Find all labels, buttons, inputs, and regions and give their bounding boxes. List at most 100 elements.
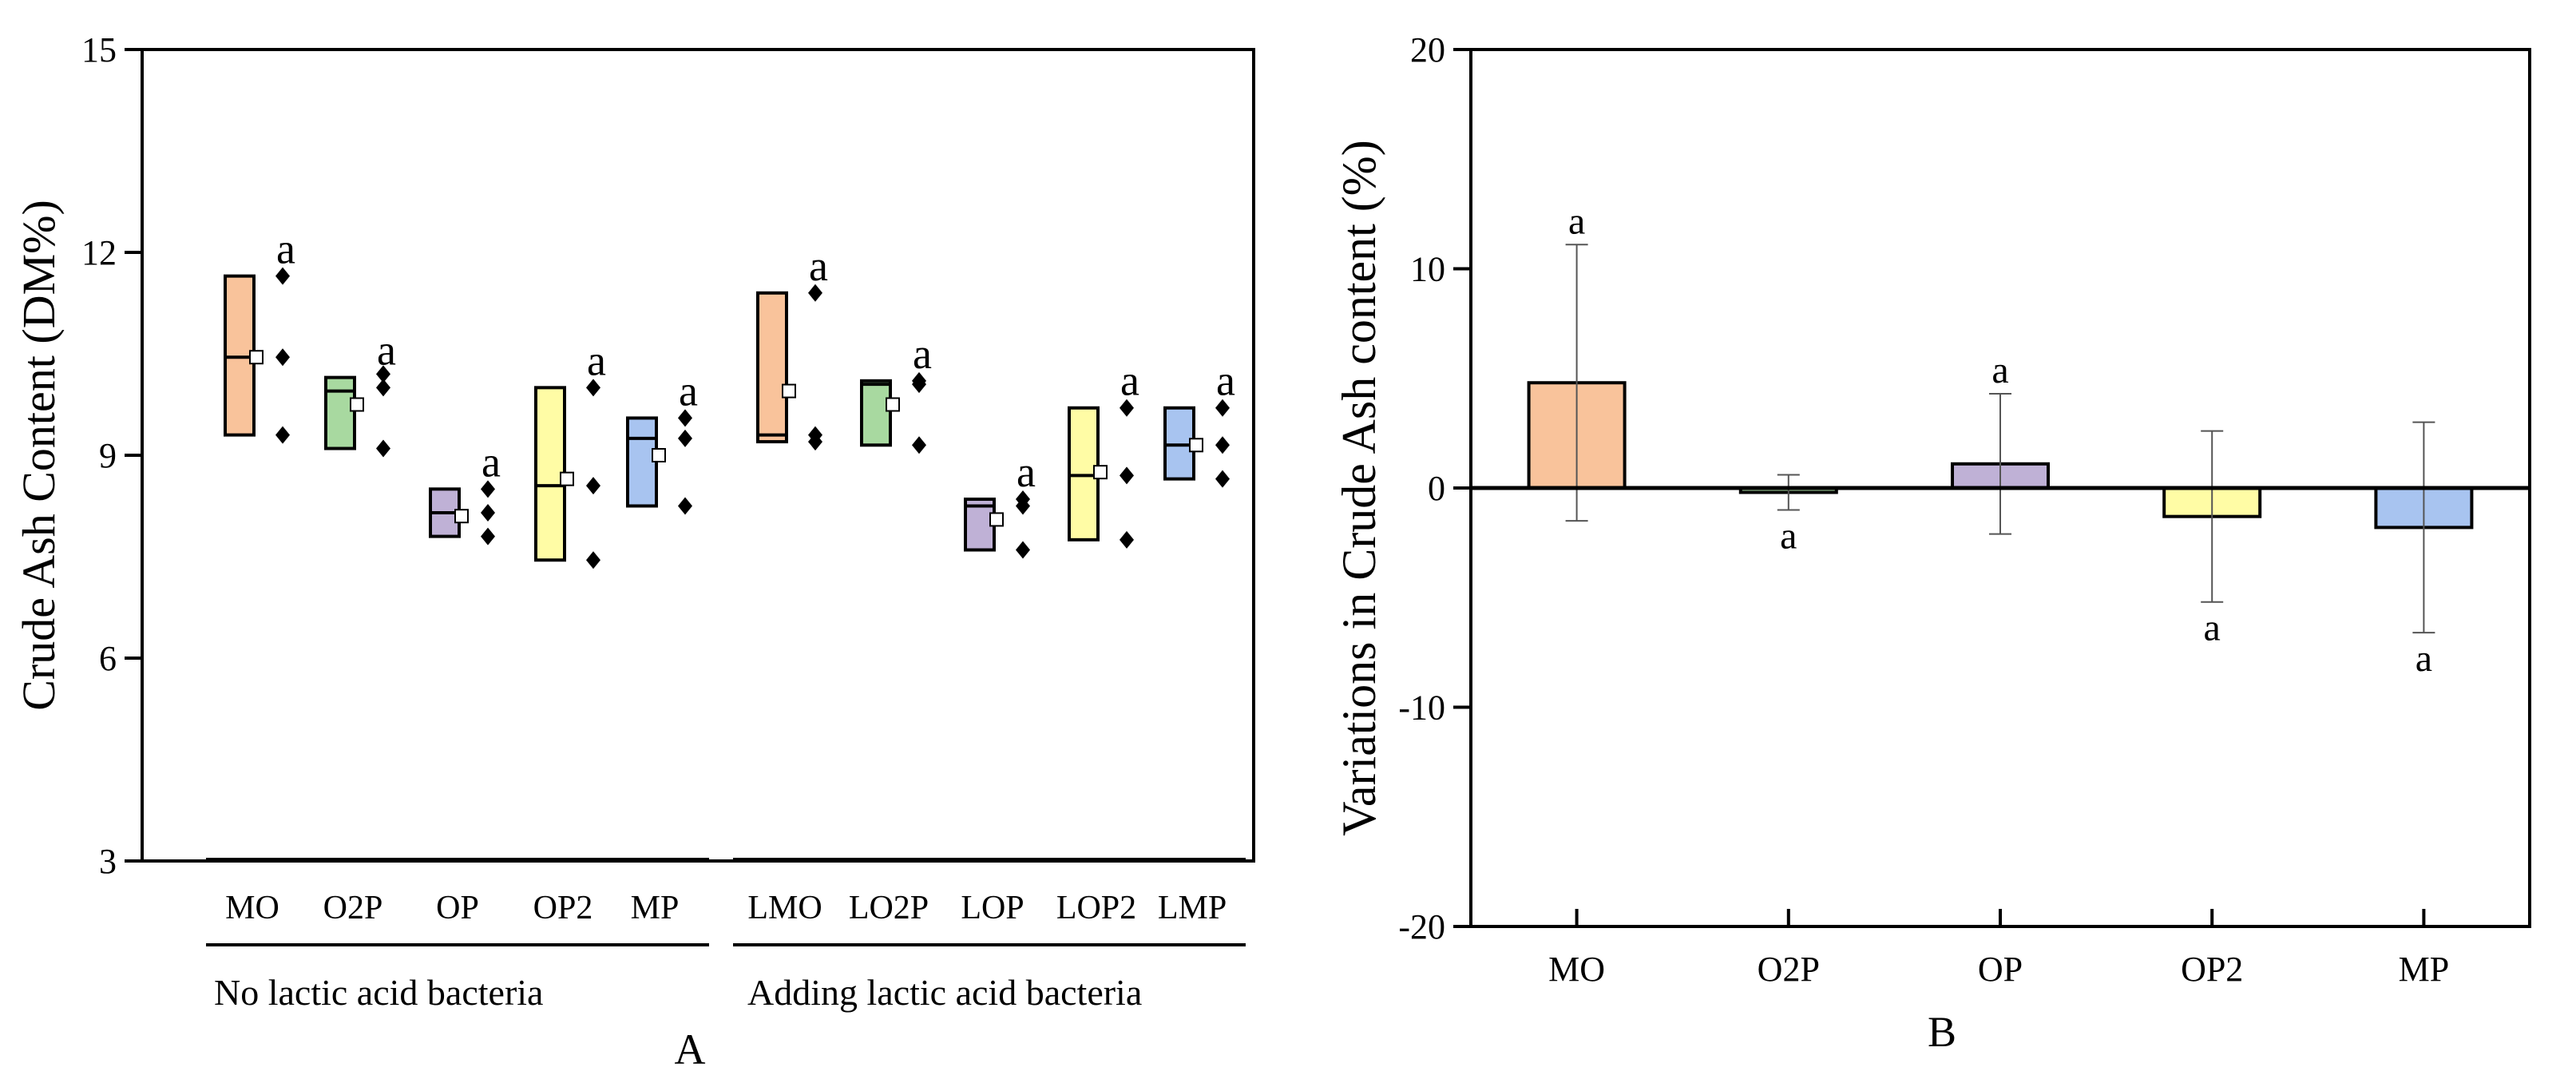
group-label: No lactic acid bacteria bbox=[214, 972, 543, 1013]
data-point bbox=[678, 497, 692, 515]
data-point bbox=[1120, 399, 1134, 417]
y-tick-label: 12 bbox=[81, 233, 117, 272]
data-point bbox=[1016, 541, 1030, 559]
bar-mp: a MP bbox=[2374, 421, 2474, 989]
y-tick-label: -20 bbox=[1398, 907, 1445, 946]
data-point bbox=[678, 429, 692, 447]
data-point bbox=[376, 365, 390, 383]
x-tick-label: MO bbox=[225, 890, 279, 926]
x-tick-label: OP2 bbox=[533, 890, 593, 926]
bar-op: a OP bbox=[1951, 349, 2050, 989]
y-tick-label: 0 bbox=[1428, 469, 1445, 508]
y-axis-title: Crude Ash Content (DM%) bbox=[13, 200, 65, 711]
mean-marker bbox=[989, 512, 1004, 527]
mean-marker bbox=[350, 397, 364, 412]
data-point bbox=[808, 284, 822, 302]
y-tick-label: 20 bbox=[1410, 30, 1445, 69]
panel-b-bar-chart: -20 -10 0 10 20 Variations in Crude Ash conte… bbox=[1333, 30, 2531, 1056]
data-point bbox=[275, 426, 290, 444]
data-point bbox=[376, 379, 390, 397]
significance-letter: a bbox=[1120, 357, 1139, 405]
box-body bbox=[860, 379, 892, 447]
data-point bbox=[275, 267, 290, 285]
x-tick-label: MP bbox=[2399, 950, 2450, 989]
x-tick-label: LMP bbox=[1158, 890, 1227, 926]
x-tick-label: O2P bbox=[323, 890, 383, 926]
data-point bbox=[481, 503, 495, 522]
x-tick-label: LMO bbox=[747, 890, 822, 926]
bar-op2: a OP2 bbox=[2162, 430, 2262, 989]
mean-marker bbox=[782, 383, 796, 399]
y-tick-label: 15 bbox=[81, 30, 117, 69]
data-point bbox=[586, 551, 600, 569]
bar-mo: a MO bbox=[1527, 200, 1627, 989]
panel-label: B bbox=[1928, 1008, 1956, 1056]
significance-letter: a bbox=[1568, 200, 1585, 242]
mean-marker bbox=[454, 509, 469, 524]
data-point bbox=[808, 433, 822, 451]
significance-letter: a bbox=[276, 225, 295, 273]
mean-marker bbox=[249, 350, 264, 365]
x-tick-label: O2P bbox=[1758, 950, 1820, 989]
box-mp: a MP bbox=[626, 367, 698, 926]
data-point bbox=[678, 409, 692, 427]
data-point bbox=[275, 348, 290, 367]
data-point bbox=[1215, 399, 1230, 417]
box-lop: a LOP bbox=[961, 448, 1036, 926]
significance-letter: a bbox=[2415, 637, 2432, 680]
data-point bbox=[481, 480, 495, 498]
x-tick-label: MO bbox=[1548, 950, 1605, 989]
box-lo2p: a LO2P bbox=[849, 330, 932, 926]
x-tick-label: MP bbox=[631, 890, 680, 926]
data-point bbox=[1016, 497, 1030, 515]
box-body bbox=[756, 291, 788, 444]
group-label: Adding lactic acid bacteria bbox=[747, 972, 1142, 1013]
significance-letter: a bbox=[482, 438, 501, 486]
significance-letter: a bbox=[1780, 514, 1797, 557]
significance-letter: a bbox=[587, 336, 606, 384]
y-tick-label: 3 bbox=[99, 842, 117, 881]
x-tick-label: OP bbox=[436, 890, 479, 926]
panel-a-box-chart: 3 6 9 12 15 Crude Ash Content (DM%) a MO a O2P a OP… bbox=[13, 30, 1255, 1073]
y-axis-title: Variations in Crude Ash content (%) bbox=[1333, 140, 1385, 836]
y-tick-label: 6 bbox=[99, 639, 117, 678]
data-point bbox=[586, 477, 600, 495]
y-tick-label: 10 bbox=[1410, 250, 1445, 289]
data-point bbox=[1120, 530, 1134, 549]
significance-letter: a bbox=[913, 330, 932, 378]
box-lmo: a LMO bbox=[747, 242, 828, 926]
x-tick-label: OP bbox=[1978, 950, 2023, 989]
data-point bbox=[481, 527, 495, 545]
box-lmp: a LMP bbox=[1158, 357, 1235, 926]
data-point bbox=[376, 439, 390, 458]
data-point bbox=[586, 379, 600, 397]
box-mo: a MO bbox=[224, 225, 295, 926]
x-tick-label: LO2P bbox=[849, 890, 929, 926]
mean-marker bbox=[886, 397, 900, 412]
data-point bbox=[912, 436, 926, 454]
panel-label: A bbox=[675, 1026, 706, 1073]
x-tick-label: OP2 bbox=[2181, 950, 2243, 989]
box-op2: a OP2 bbox=[533, 336, 606, 926]
significance-letter: a bbox=[1216, 357, 1235, 405]
data-point bbox=[1120, 466, 1134, 485]
x-tick-label: LOP2 bbox=[1056, 890, 1136, 926]
mean-marker bbox=[652, 448, 666, 462]
data-point bbox=[1215, 436, 1230, 454]
y-tick-label: 9 bbox=[99, 436, 117, 475]
significance-letter: a bbox=[679, 367, 698, 415]
significance-letter: a bbox=[377, 327, 396, 375]
mean-marker bbox=[1189, 438, 1203, 453]
mean-marker bbox=[1093, 465, 1108, 480]
box-op: a OP bbox=[429, 438, 501, 926]
bar-o2p: a O2P bbox=[1738, 474, 1838, 989]
significance-letter: a bbox=[809, 242, 828, 290]
box-o2p: a O2P bbox=[323, 327, 396, 926]
data-point bbox=[912, 375, 926, 394]
box-lop2: a LOP2 bbox=[1056, 357, 1139, 926]
mean-marker bbox=[560, 471, 574, 486]
y-tick-label: -10 bbox=[1398, 688, 1445, 728]
significance-letter: a bbox=[1991, 349, 2008, 391]
box-body bbox=[324, 375, 356, 450]
